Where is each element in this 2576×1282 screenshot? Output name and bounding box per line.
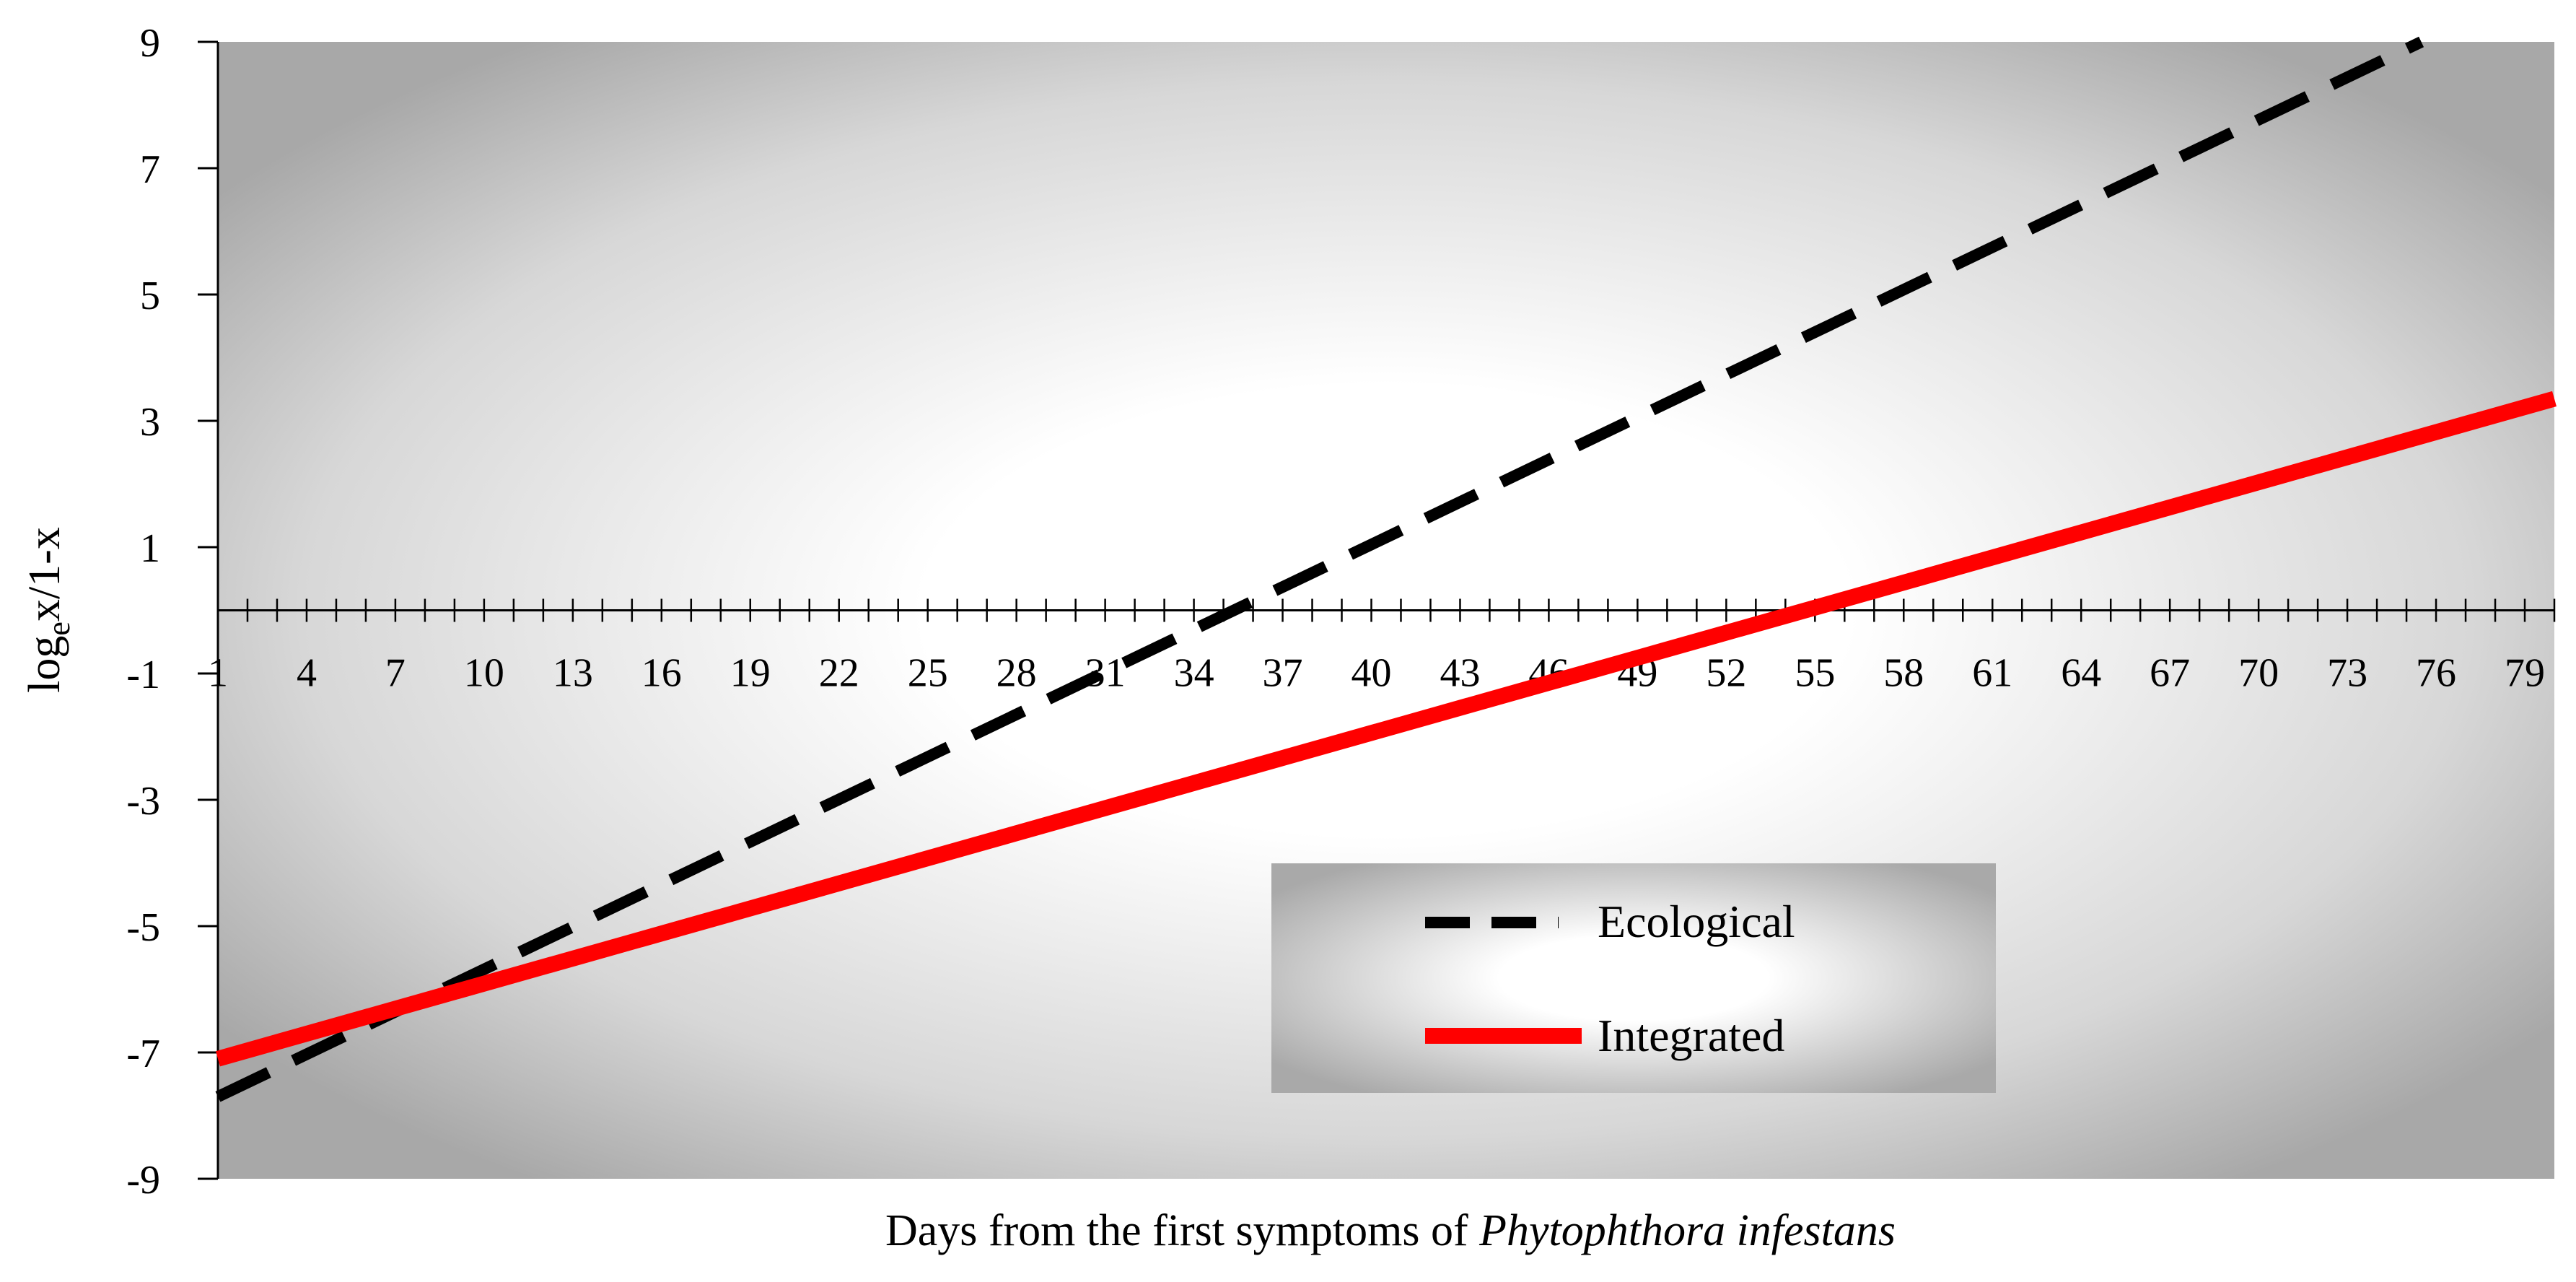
x-tick-label: 28 [996, 651, 1037, 696]
x-tick-label: 22 [819, 651, 859, 696]
x-tick-label: 19 [730, 651, 771, 696]
x-axis-title-italic: Phytophthora infestans [1478, 1206, 1896, 1255]
x-axis-title: Days from the first symptoms of Phytopht… [885, 1206, 1896, 1255]
x-tick-label: 61 [1972, 651, 2012, 696]
x-tick-label: 67 [2150, 651, 2190, 696]
series-integrated [216, 391, 2557, 1067]
x-tick-label: 1 [208, 651, 228, 696]
y-axis-title: logex/1-x [20, 527, 76, 693]
x-tick-label: 13 [553, 651, 593, 696]
x-tick-label: 55 [1795, 651, 1835, 696]
series-layer [215, 36, 2557, 1102]
x-tick-label: 16 [641, 651, 682, 696]
x-tick-label: 58 [1883, 651, 1924, 696]
x-tick-label: 4 [297, 651, 317, 696]
y-axis-title-sub: e [41, 622, 76, 636]
legend: Ecological Integrated [1271, 863, 1996, 1093]
y-tick-label: -1 [126, 653, 160, 697]
y-tick-label: 7 [140, 147, 160, 192]
y-tick-label: 5 [140, 274, 160, 318]
x-tick-label: 25 [908, 651, 948, 696]
y-tick-label: 9 [140, 21, 160, 66]
x-tick-label: 43 [1440, 651, 1480, 696]
x-tick-label: 10 [464, 651, 504, 696]
x-tick-label: 64 [2061, 651, 2101, 696]
x-tick-label: 76 [2416, 651, 2456, 696]
x-tick-label: 7 [385, 651, 406, 696]
series-ecological [215, 36, 2424, 1102]
x-tick-label: 34 [1174, 651, 1214, 696]
x-tick-label: 40 [1351, 651, 1392, 696]
x-tick-label: 79 [2505, 651, 2545, 696]
y-axis-title-main: log [20, 636, 69, 693]
legend-label-ecological: Ecological [1598, 896, 1795, 947]
x-tick-label: 73 [2327, 651, 2367, 696]
x-tick-label: 37 [1263, 651, 1303, 696]
legend-label-integrated: Integrated [1598, 1010, 1784, 1061]
y-axis-title-rest: x/1-x [20, 527, 69, 622]
y-tick-label: -7 [126, 1032, 160, 1076]
legend-box [1271, 863, 1996, 1093]
x-tick-label: 52 [1706, 651, 1746, 696]
y-tick-label: 1 [140, 526, 160, 571]
x-tick-label: 70 [2238, 651, 2279, 696]
y-tick-label: -3 [126, 779, 160, 824]
y-tick-label: 3 [140, 400, 160, 445]
y-tick-label: -9 [126, 1158, 160, 1203]
y-tick-label: -5 [126, 905, 160, 950]
x-axis-title-prefix: Days from the first symptoms of [885, 1206, 1479, 1255]
